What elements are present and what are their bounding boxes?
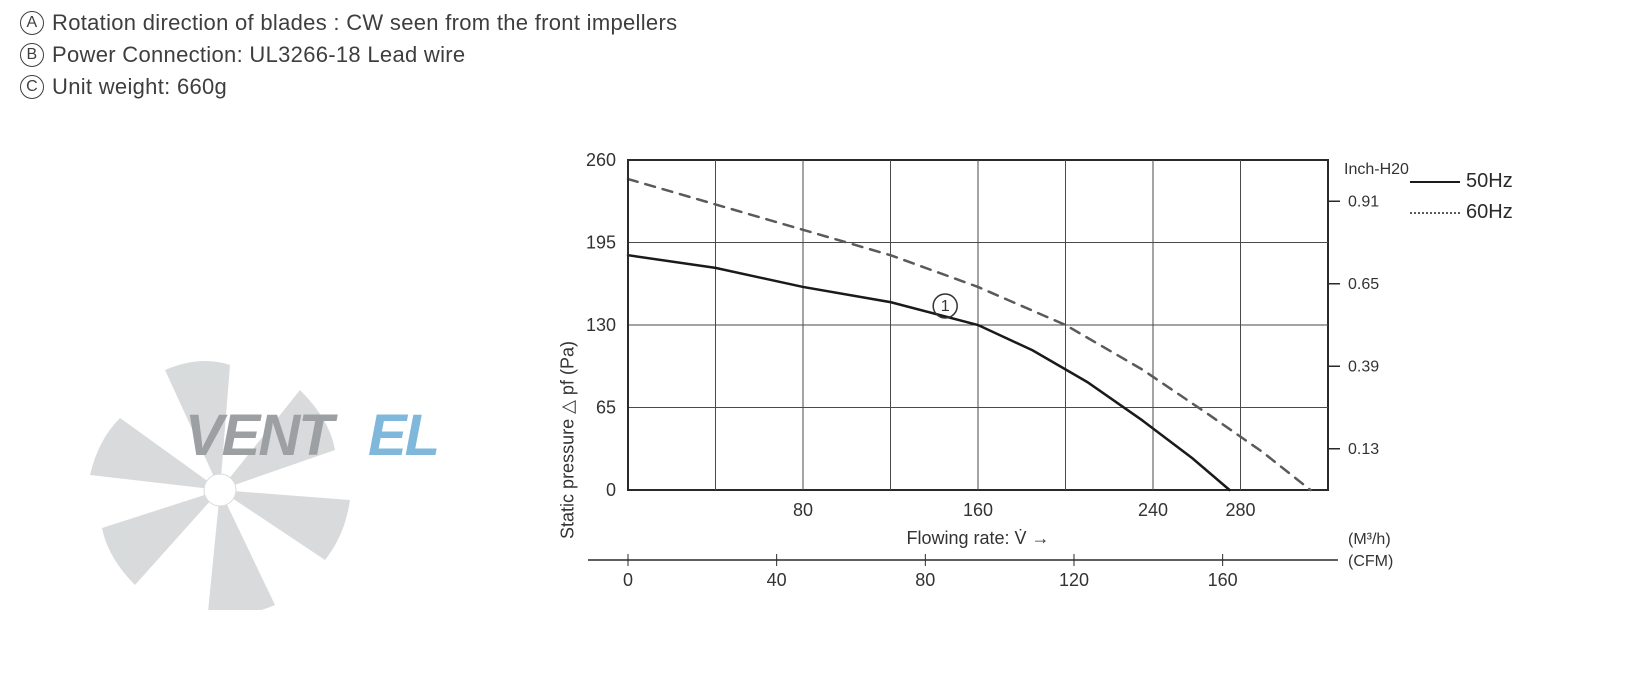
note-text: Rotation direction of blades : CW seen f… (52, 10, 677, 36)
note-letter: B (20, 43, 44, 67)
svg-text:260: 260 (586, 150, 616, 170)
svg-text:80: 80 (793, 500, 813, 520)
note-text: Power Connection: UL3266-18 Lead wire (52, 42, 465, 68)
svg-text:(CFM): (CFM) (1348, 553, 1393, 570)
svg-text:0.39: 0.39 (1348, 358, 1379, 375)
note-row: A Rotation direction of blades : CW seen… (20, 10, 677, 36)
svg-text:195: 195 (586, 233, 616, 253)
svg-text:80: 80 (915, 570, 935, 590)
legend-swatch-solid (1410, 181, 1460, 183)
svg-text:160: 160 (1208, 570, 1238, 590)
note-letter: A (20, 11, 44, 35)
svg-text:VENT: VENT (185, 403, 338, 468)
note-row: C Unit weight: 660g (20, 74, 677, 100)
svg-text:Flowing rate: V̇ →: Flowing rate: V̇ → (906, 528, 1049, 548)
svg-text:240: 240 (1138, 500, 1168, 520)
svg-text:0.65: 0.65 (1348, 276, 1379, 293)
notes-block: A Rotation direction of blades : CW seen… (20, 10, 677, 106)
performance-chart: Static pressure △ pf (Pa) 0651301952600.… (550, 140, 1620, 680)
legend-label: 60Hz (1466, 201, 1513, 224)
svg-text:0.91: 0.91 (1348, 193, 1379, 210)
legend-item-60hz: 60Hz (1410, 201, 1513, 224)
svg-text:(M³/h): (M³/h) (1348, 531, 1391, 548)
svg-text:40: 40 (767, 570, 787, 590)
svg-text:160: 160 (963, 500, 993, 520)
legend-label: 50Hz (1466, 170, 1513, 193)
svg-text:0: 0 (623, 570, 633, 590)
note-row: B Power Connection: UL3266-18 Lead wire (20, 42, 677, 68)
watermark-logo: VENT EL (70, 310, 490, 610)
legend-swatch-dashed (1410, 212, 1460, 214)
svg-text:Inch-H20: Inch-H20 (1344, 161, 1409, 178)
note-text: Unit weight: 660g (52, 74, 227, 100)
note-letter: C (20, 75, 44, 99)
svg-text:120: 120 (1059, 570, 1089, 590)
svg-text:0: 0 (606, 480, 616, 500)
legend-item-50hz: 50Hz (1410, 170, 1513, 193)
svg-text:EL: EL (368, 403, 438, 468)
svg-text:280: 280 (1225, 500, 1255, 520)
svg-text:0.13: 0.13 (1348, 441, 1379, 458)
svg-text:1: 1 (941, 298, 950, 315)
svg-text:65: 65 (596, 398, 616, 418)
legend: 50Hz 60Hz (1410, 170, 1513, 232)
svg-text:130: 130 (586, 315, 616, 335)
